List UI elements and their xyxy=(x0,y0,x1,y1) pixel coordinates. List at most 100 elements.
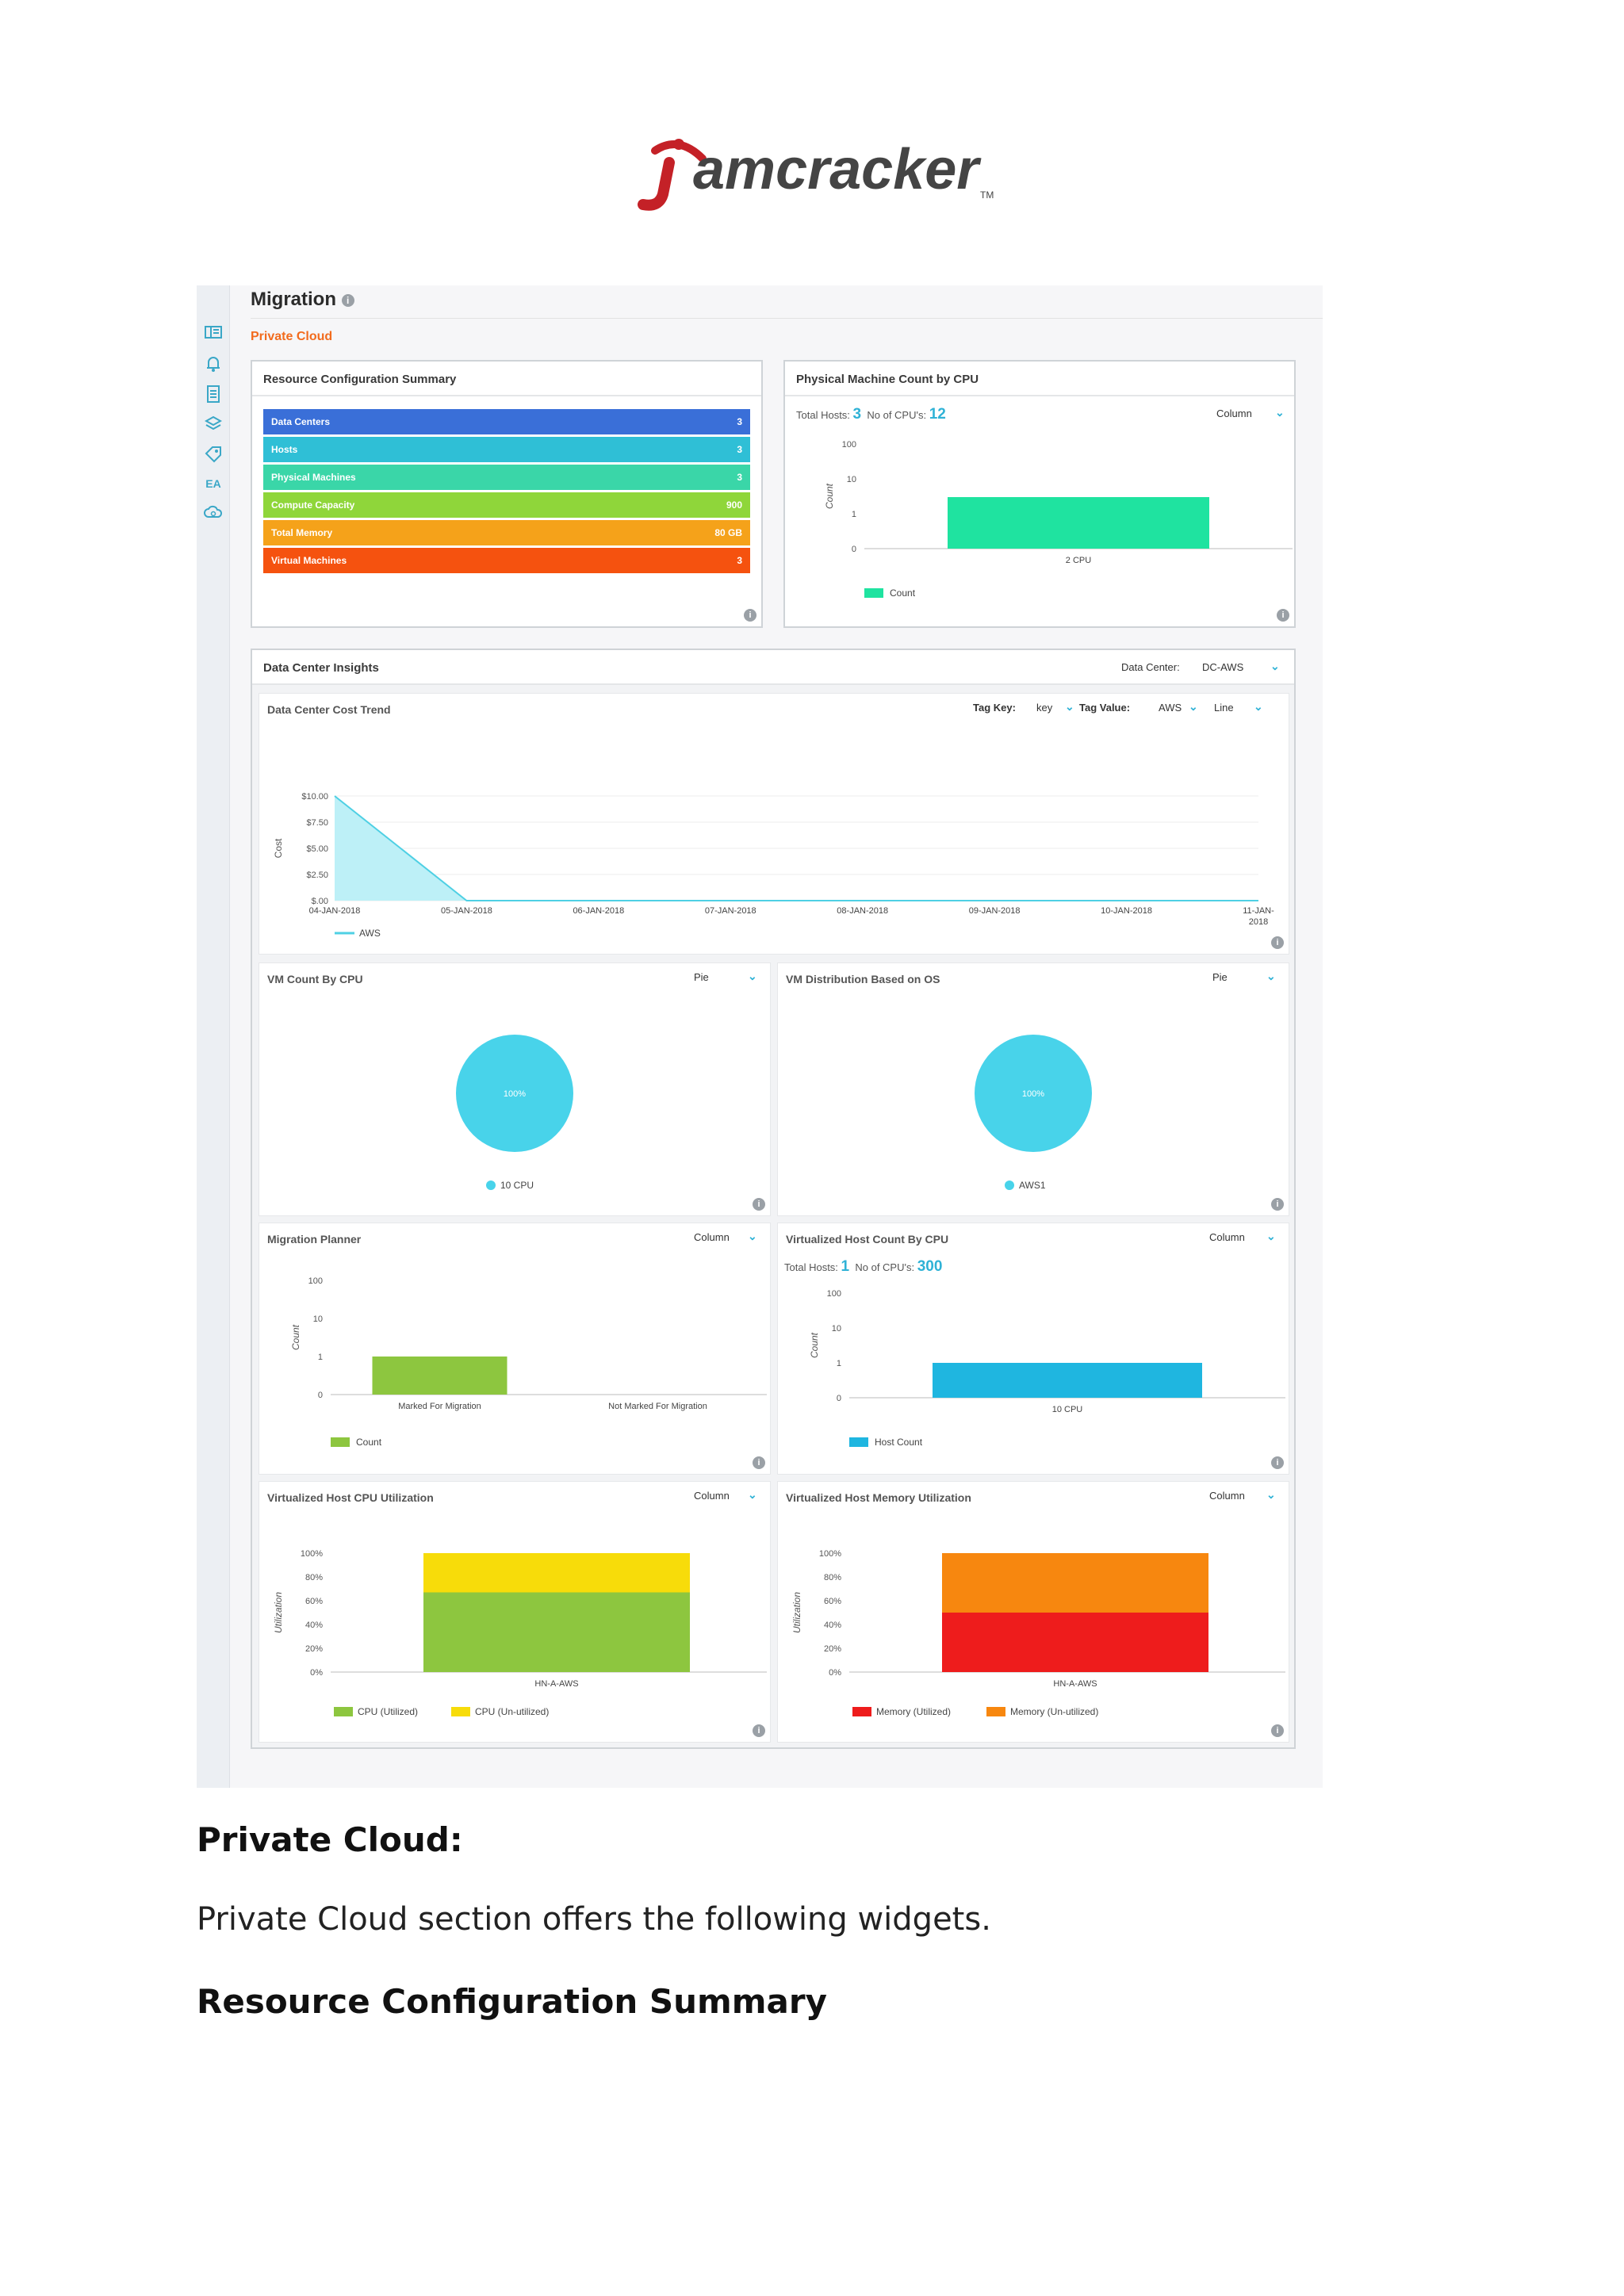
summary-row-value: 3 xyxy=(737,472,742,483)
y-tick-label: 0% xyxy=(829,1668,841,1678)
chevron-down-icon[interactable]: ⌄ xyxy=(1266,1488,1276,1501)
physical-machine-chart: Count 0 1 10 100 2 CPU Count xyxy=(824,440,1293,599)
summary-row[interactable]: Compute Capacity 900 xyxy=(263,492,750,518)
legend-label: Host Count xyxy=(875,1437,923,1448)
section-heading: Private Cloud: xyxy=(197,1820,463,1859)
x-tick-label: 07-JAN-2018 xyxy=(705,906,756,916)
legend-label: Count xyxy=(890,587,916,599)
info-icon[interactable]: i xyxy=(753,1724,765,1737)
x-tick-label: 2 CPU xyxy=(1066,556,1091,565)
x-tick-label: HN-A-AWS xyxy=(534,1679,578,1689)
y-tick-label: 100% xyxy=(819,1549,841,1559)
x-tick-label: 2018 xyxy=(1249,917,1268,927)
legend-label: Memory (Utilized) xyxy=(876,1706,951,1717)
info-icon[interactable]: i xyxy=(1271,1198,1284,1211)
chevron-down-icon[interactable]: ⌄ xyxy=(1275,406,1285,419)
pie-slice xyxy=(456,1035,573,1152)
y-tick-label: 40% xyxy=(305,1621,323,1630)
vm-count-widget: VM Count By CPU Pie ⌄ 100% 10 CPU i xyxy=(259,962,771,1216)
cost-trend-title: Data Center Cost Trend xyxy=(267,703,391,716)
mem-util-chart: Utilization 0% 20% 40% 60% 80% 100% HN-A-AWS Mem… xyxy=(791,1549,1285,1717)
y-tick-label: 20% xyxy=(305,1644,323,1654)
cpu-util-title: Virtualized Host CPU Utilization xyxy=(267,1491,434,1504)
info-icon[interactable]: i xyxy=(1277,609,1289,622)
chevron-down-icon[interactable]: ⌄ xyxy=(748,1488,757,1501)
chart-type-select[interactable]: Column xyxy=(1216,408,1252,419)
chart-type-select[interactable]: Line xyxy=(1214,702,1234,714)
y-tick-label: 20% xyxy=(824,1644,841,1654)
host-summary: Total Hosts: 1 No of CPU's: 300 xyxy=(784,1258,943,1275)
legend-swatch xyxy=(331,1437,350,1447)
y-tick-label: 100 xyxy=(842,440,856,450)
vm-os-widget: VM Distribution Based on OS Pie ⌄ 100% AW… xyxy=(777,962,1289,1216)
info-icon[interactable]: i xyxy=(753,1198,765,1211)
data-center-label: Data Center: xyxy=(1121,661,1180,673)
virt-host-count-chart: Count 0 1 10 100 10 CPU Host Count xyxy=(809,1289,1285,1448)
layers-icon[interactable] xyxy=(204,415,223,434)
legend-label: Memory (Un-utilized) xyxy=(1010,1706,1098,1717)
vm-count-chart: 100% 10 CPU xyxy=(456,1035,573,1191)
y-tick-label: 10 xyxy=(832,1324,841,1334)
chart-type-select[interactable]: Pie xyxy=(694,971,709,983)
tag-key-select[interactable]: key xyxy=(1036,702,1053,714)
summary-row[interactable]: Hosts 3 xyxy=(263,437,750,462)
chevron-down-icon[interactable]: ⌄ xyxy=(1266,1230,1276,1242)
bar xyxy=(948,497,1209,549)
chevron-down-icon[interactable]: ⌄ xyxy=(748,1230,757,1242)
page-title: Migration i xyxy=(251,289,354,311)
legend-label: Count xyxy=(356,1437,382,1448)
summary-row[interactable]: Data Centers 3 xyxy=(263,409,750,434)
chart-type-select[interactable]: Column xyxy=(1209,1231,1245,1243)
chevron-down-icon[interactable]: ⌄ xyxy=(748,970,757,982)
bar-segment xyxy=(423,1592,690,1672)
chart-type-select[interactable]: Column xyxy=(694,1490,730,1502)
summary-row-label: Virtual Machines xyxy=(271,555,347,566)
migration-planner-widget: Migration Planner Column ⌄ Count 0 1 10 100 M… xyxy=(259,1223,771,1475)
y-tick-label: 10 xyxy=(313,1314,323,1324)
summary-row-label: Physical Machines xyxy=(271,472,356,483)
chevron-down-icon[interactable]: ⌄ xyxy=(1254,700,1263,713)
tag-value-select[interactable]: AWS xyxy=(1159,702,1182,714)
cpu-util-chart: Utilization 0% 20% 40% 60% 80% 100% HN-A-AWS CPU… xyxy=(273,1549,767,1717)
document-icon[interactable] xyxy=(204,385,223,404)
data-center-select[interactable]: DC-AWS xyxy=(1202,661,1244,673)
chevron-down-icon[interactable]: ⌄ xyxy=(1266,970,1276,982)
summary-row[interactable]: Virtual Machines 3 xyxy=(263,548,750,573)
chart-type-select[interactable]: Column xyxy=(694,1231,730,1243)
bell-icon[interactable] xyxy=(204,355,223,374)
x-tick-label: 11-JAN- xyxy=(1243,906,1274,916)
info-icon[interactable]: i xyxy=(1271,1456,1284,1469)
y-tick-label: 1 xyxy=(837,1359,841,1368)
info-icon[interactable]: i xyxy=(753,1456,765,1469)
legend-swatch xyxy=(986,1707,1005,1716)
summary-row[interactable]: Physical Machines 3 xyxy=(263,465,750,490)
summary-row[interactable]: Total Memory 80 GB xyxy=(263,520,750,545)
tag-icon[interactable] xyxy=(204,446,223,465)
ea-icon[interactable]: EA xyxy=(205,477,221,490)
y-tick-label: 40% xyxy=(824,1621,841,1630)
logo-text: amcracker xyxy=(693,138,982,201)
chart-type-select[interactable]: Column xyxy=(1209,1490,1245,1502)
info-icon[interactable]: i xyxy=(744,609,756,622)
jamcracker-logo: amcracker TM xyxy=(638,138,994,211)
x-tick-label: 06-JAN-2018 xyxy=(573,906,624,916)
chart-type-select[interactable]: Pie xyxy=(1212,971,1228,983)
summary-row-label: Hosts xyxy=(271,444,298,455)
x-tick-label: Not Marked For Migration xyxy=(608,1402,707,1411)
vm-os-title: VM Distribution Based on OS xyxy=(786,973,940,985)
y-tick-label: 100 xyxy=(308,1276,323,1286)
chevron-down-icon[interactable]: ⌄ xyxy=(1270,660,1280,672)
info-icon[interactable]: i xyxy=(1271,1724,1284,1737)
dashboard-icon[interactable] xyxy=(204,325,223,344)
cloud-settings-icon[interactable] xyxy=(204,504,223,523)
info-icon[interactable]: i xyxy=(1271,936,1284,949)
chevron-down-icon[interactable]: ⌄ xyxy=(1189,700,1198,713)
chevron-down-icon[interactable]: ⌄ xyxy=(1065,700,1074,713)
migration-planner-chart: Count 0 1 10 100 Marked For Migration Not Mark… xyxy=(290,1276,767,1448)
info-icon[interactable]: i xyxy=(341,293,354,307)
app-screenshot: EA Migration i Private Cloud Resource Co… xyxy=(197,285,1323,1788)
cpu-count-value: 300 xyxy=(917,1258,943,1275)
y-tick-label: $5.00 xyxy=(306,844,328,854)
summary-row-value: 900 xyxy=(726,499,742,511)
summary-row-value: 3 xyxy=(737,416,742,427)
